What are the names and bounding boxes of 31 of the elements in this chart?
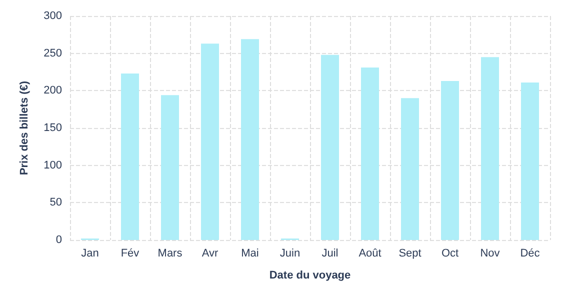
x-tick-label: Déc	[520, 248, 540, 260]
bar	[321, 54, 339, 240]
bar	[401, 98, 419, 240]
x-tick-label: Sept	[398, 248, 422, 260]
bar	[241, 39, 259, 240]
y-tick-label: 250	[44, 47, 62, 60]
y-tick-label: 150	[44, 122, 62, 134]
x-axis-title: Date du voyage	[269, 270, 351, 282]
x-tick-label: Juil	[322, 248, 338, 260]
bar	[481, 57, 499, 240]
x-tick-label: Fév	[120, 248, 140, 260]
bar	[521, 82, 539, 240]
x-tick-label: Avr	[202, 248, 218, 260]
y-tick-label: 50	[50, 196, 62, 209]
x-tick-label: Mai	[241, 248, 259, 260]
x-tick-label: Août	[358, 248, 382, 260]
x-tick-label: Juin	[280, 248, 300, 260]
bar	[441, 80, 459, 240]
bar	[121, 73, 139, 240]
x-tick-label: Mars	[158, 248, 183, 260]
x-tick-label: Nov	[480, 248, 500, 260]
x-tick-label: Jan	[81, 248, 99, 260]
y-tick-label: 100	[44, 159, 62, 172]
y-tick-label: 200	[44, 84, 62, 97]
x-tick-label: Oct	[441, 248, 459, 260]
y-axis-title: Prix des billets (€)	[18, 80, 30, 176]
bar	[201, 44, 219, 240]
bar	[161, 95, 179, 240]
y-tick-label: 0	[56, 234, 62, 246]
bar	[361, 68, 379, 240]
y-tick-label: 300	[44, 10, 62, 22]
